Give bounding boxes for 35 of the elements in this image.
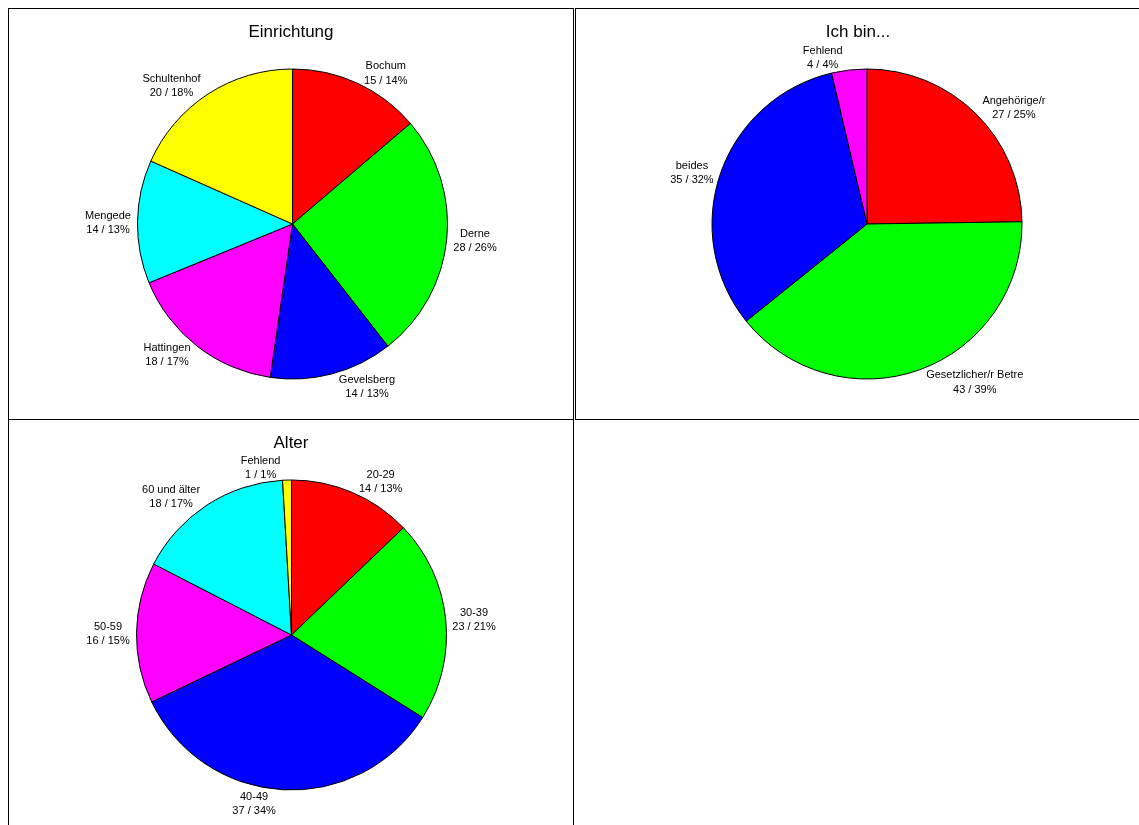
data-label: 1 / 1% (244, 468, 277, 481)
slice-label: 50-59 (93, 619, 123, 632)
slice-label: Derne (460, 226, 490, 239)
slice-label: Gesetzlicher/r Betre (926, 368, 1024, 381)
chart-title: Einrichtung (248, 22, 334, 42)
data-label: 14 / 13% (358, 482, 403, 495)
data-label: 27 / 25% (992, 108, 1036, 121)
slice-label: Mengede (85, 208, 131, 221)
slice-label: 20-29 (366, 468, 395, 481)
data-label: 35 / 32% (670, 173, 714, 186)
data-label: 14 / 13% (345, 387, 389, 400)
slice-label: Schultenhof (142, 71, 202, 84)
chart-title: Ich bin... (825, 22, 891, 42)
data-label: 15 / 14% (364, 73, 408, 86)
data-label: 20 / 18% (149, 85, 194, 98)
data-label: 18 / 17% (149, 496, 193, 509)
slice-label: 60 und älter (142, 482, 201, 495)
slice-label: beides (675, 159, 709, 172)
slice-label: 40-49 (240, 789, 269, 802)
data-label: 23 / 21% (452, 620, 496, 633)
slice-label: Fehlend (802, 43, 843, 56)
data-label: 18 / 17% (145, 355, 189, 368)
chart-title: Alter (273, 433, 309, 453)
data-label: 28 / 26% (453, 240, 497, 253)
slice-label: Bochum (365, 59, 406, 72)
slice-label: Gevelsberg (338, 372, 396, 385)
slice-label: 30-39 (459, 606, 489, 619)
slice-label: Angehörige/r (982, 93, 1046, 106)
slice-label: Hattingen (143, 341, 191, 354)
data-label: 37 / 34% (232, 804, 276, 816)
data-label: 16 / 15% (86, 633, 130, 646)
data-label: 43 / 39% (953, 382, 997, 395)
data-label: 4 / 4% (807, 58, 839, 71)
slice-label: Fehlend (240, 453, 281, 466)
data-label: 14 / 13% (86, 222, 130, 235)
